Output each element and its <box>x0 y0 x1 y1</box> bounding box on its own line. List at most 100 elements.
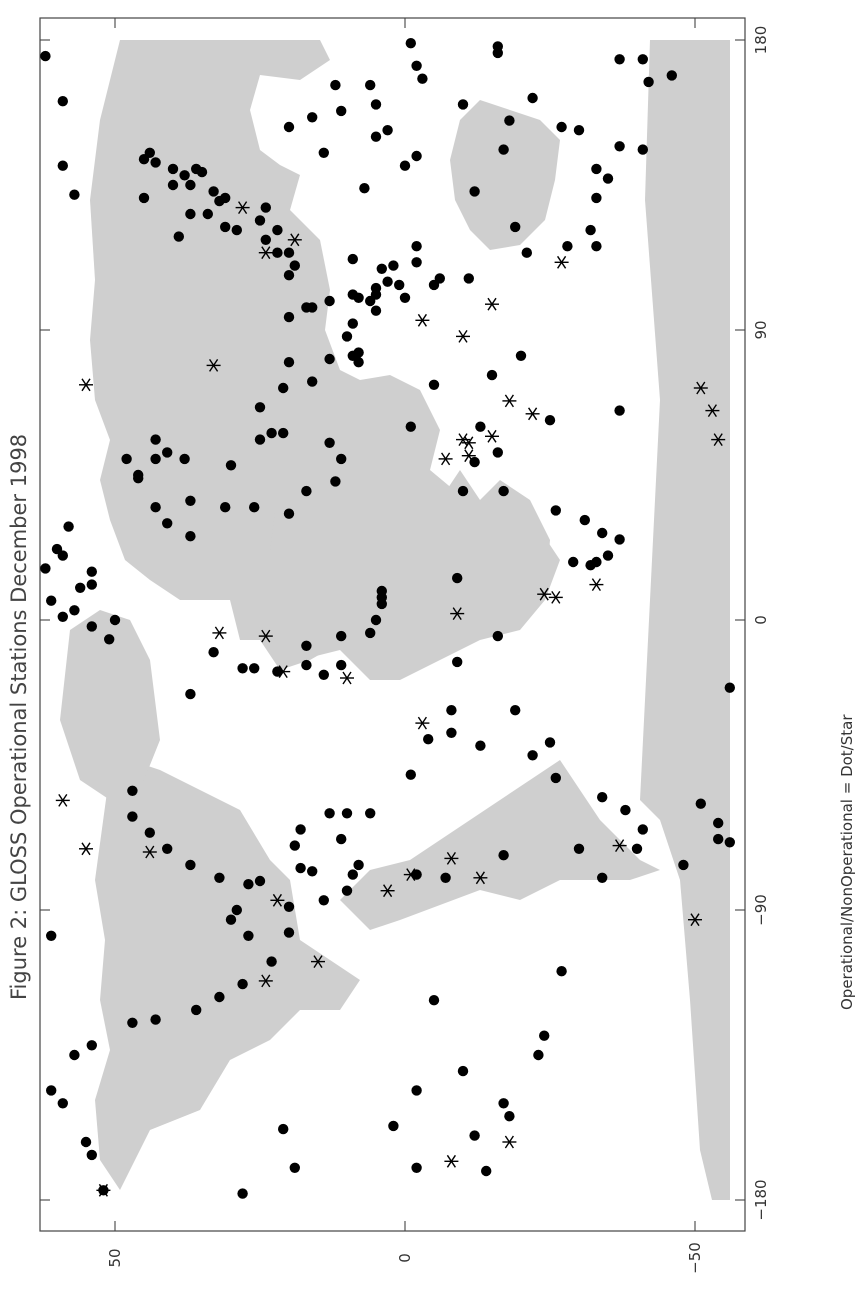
operational-station-dot <box>307 376 318 387</box>
nonoperational-station-star <box>258 974 273 988</box>
operational-station-dot <box>167 163 179 175</box>
operational-station-dot <box>283 357 295 368</box>
operational-station-dot <box>301 640 312 651</box>
operational-station-dot <box>347 289 358 300</box>
operational-station-dot <box>353 347 364 358</box>
operational-station-dot <box>318 147 329 158</box>
operational-station-dot <box>405 421 416 432</box>
operational-station-dot <box>405 38 416 49</box>
operational-station-dot <box>370 282 382 294</box>
operational-station-dot <box>336 630 347 642</box>
lon-tick-label-3: 90 <box>752 320 770 339</box>
operational-station-dot <box>341 808 353 819</box>
operational-station-dot <box>353 859 364 871</box>
operational-station-dot <box>510 705 521 716</box>
land-masses <box>60 40 730 1200</box>
station-markers <box>40 38 735 1199</box>
nonoperational-station-star <box>235 201 250 214</box>
operational-station-dot <box>411 60 422 71</box>
operational-station-dot <box>637 54 648 65</box>
operational-station-dot <box>597 792 608 803</box>
operational-station-dot <box>365 808 376 819</box>
operational-station-dot <box>411 241 422 252</box>
nonoperational-station-star <box>415 313 430 327</box>
operational-station-dot <box>370 614 382 626</box>
operational-station-dot <box>283 121 295 133</box>
nonoperational-station-star <box>258 246 273 260</box>
operational-station-dot <box>185 208 196 220</box>
operational-station-dot <box>63 521 74 532</box>
operational-station-dot <box>434 273 445 284</box>
operational-station-dot <box>162 447 173 458</box>
operational-station-dot <box>272 247 283 258</box>
operational-station-dot <box>324 808 335 819</box>
operational-station-dot <box>504 1111 515 1122</box>
operational-station-dot <box>86 566 98 577</box>
operational-station-dot <box>336 453 347 465</box>
operational-station-dot <box>724 837 735 848</box>
operational-station-dot <box>643 76 654 88</box>
operational-station-dot <box>411 150 422 162</box>
operational-station-dot <box>254 434 266 445</box>
operational-station-dot <box>57 1098 68 1109</box>
lat-tick-label-0: 50 <box>106 1248 124 1267</box>
operational-station-dot <box>469 186 480 197</box>
operational-station-dot <box>185 859 196 871</box>
operational-station-dot <box>446 727 457 738</box>
operational-station-dot <box>283 311 295 323</box>
operational-station-dot <box>481 1165 492 1177</box>
operational-station-dot <box>225 914 237 925</box>
operational-station-dot <box>376 263 387 274</box>
nonoperational-station-star <box>206 359 221 372</box>
operational-station-dot <box>324 437 335 448</box>
operational-station-dot <box>411 1085 422 1096</box>
operational-station-dot <box>243 930 254 941</box>
operational-station-dot <box>86 579 98 590</box>
operational-station-dot <box>591 163 602 175</box>
nonoperational-station-star <box>258 629 273 643</box>
operational-station-dot <box>498 485 509 497</box>
operational-station-dot <box>336 659 347 671</box>
operational-station-dot <box>330 476 341 487</box>
operational-station-dot <box>40 50 51 62</box>
operational-station-dot <box>382 125 393 136</box>
operational-station-dot <box>527 750 538 761</box>
lon-tick-label-0: −180 <box>752 1179 770 1220</box>
operational-station-dot <box>678 859 689 871</box>
operational-station-dot <box>324 353 335 365</box>
nonoperational-station-star <box>444 852 459 865</box>
operational-station-dot <box>347 869 358 880</box>
operational-station-dot <box>457 1065 469 1077</box>
nonoperational-station-star <box>502 1135 517 1149</box>
operational-station-dot <box>104 634 115 645</box>
operational-station-dot <box>150 157 161 168</box>
operational-station-dot <box>289 840 300 851</box>
operational-station-dot <box>341 885 353 896</box>
operational-station-dot <box>527 92 538 104</box>
operational-station-dot <box>614 141 625 152</box>
operational-station-dot <box>388 1120 399 1132</box>
operational-station-dot <box>57 611 68 622</box>
operational-station-dot <box>550 505 561 516</box>
lat-tick-label-2: −50 <box>686 1242 704 1274</box>
lon-tick-label-1: −90 <box>752 894 770 926</box>
operational-station-dot <box>254 875 266 887</box>
operational-station-dot <box>544 737 556 748</box>
operational-station-dot <box>614 405 625 416</box>
nonoperational-station-star <box>537 587 552 601</box>
operational-station-dot <box>533 1049 544 1061</box>
operational-station-dot <box>353 357 364 368</box>
operational-station-dot <box>330 79 341 91</box>
lon-tick-label-2: 0 <box>752 615 770 625</box>
operational-station-dot <box>75 582 86 593</box>
operational-station-dot <box>231 224 242 236</box>
operational-station-dot <box>318 669 329 680</box>
operational-station-dot <box>208 647 219 658</box>
axis-ticks: −180 −90 0 90 180 50 0 −50 <box>40 18 770 1274</box>
operational-station-dot <box>249 502 260 513</box>
operational-station-dot <box>631 843 643 854</box>
operational-station-dot <box>457 485 469 497</box>
land-antarctica <box>640 40 730 1200</box>
operational-station-dot <box>162 843 173 854</box>
operational-station-dot <box>86 1040 98 1051</box>
